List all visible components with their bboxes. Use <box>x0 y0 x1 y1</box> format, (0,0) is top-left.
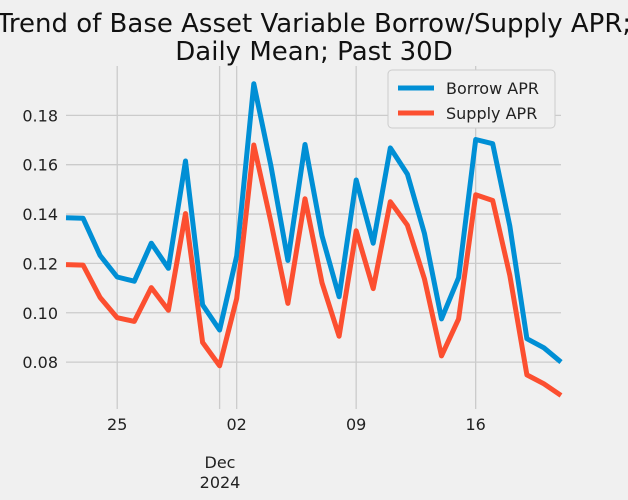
x-tick-label: 09 <box>346 415 366 434</box>
series-line-borrow <box>65 81 563 365</box>
chart-title-line-2: Daily Mean; Past 30D <box>175 37 452 67</box>
y-tick-label: 0.12 <box>22 254 58 273</box>
x-tick-label: 02 <box>227 415 247 434</box>
y-tick-label: 0.16 <box>22 156 58 175</box>
legend-label-borrow: Borrow APR <box>446 79 539 98</box>
x-tick-label: 25 <box>107 415 127 434</box>
chart-title: Trend of Base Asset Variable Borrow/Supp… <box>0 9 628 67</box>
legend: Borrow APR Supply APR <box>387 69 556 129</box>
chart-title-line-1: Trend of Base Asset Variable Borrow/Supp… <box>0 9 628 39</box>
y-tick-label: 0.18 <box>22 106 58 125</box>
x-axis: Dec 2024 25 02 09 16 <box>107 415 486 492</box>
series-lines <box>65 81 563 398</box>
legend-label-supply: Supply APR <box>446 104 537 123</box>
y-tick-label: 0.10 <box>22 304 58 323</box>
series-line-supply <box>65 142 563 398</box>
x-tick-label: 16 <box>465 415 485 434</box>
y-axis: 0.08 0.10 0.12 0.14 0.16 0.18 <box>22 106 58 372</box>
y-tick-label: 0.08 <box>22 353 58 372</box>
x-axis-month-label: Dec <box>205 453 236 472</box>
x-axis-year-label: 2024 <box>200 473 241 492</box>
y-tick-label: 0.14 <box>22 205 58 224</box>
